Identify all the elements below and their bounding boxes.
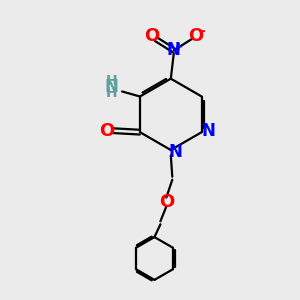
Text: N: N (168, 143, 182, 161)
Text: N: N (201, 122, 215, 140)
Text: O: O (188, 27, 204, 45)
Text: O: O (144, 27, 159, 45)
Text: H: H (106, 86, 118, 100)
Text: N: N (167, 41, 181, 59)
Text: O: O (100, 122, 115, 140)
Text: +: + (175, 43, 183, 52)
Text: O: O (159, 193, 174, 211)
Text: N: N (105, 78, 118, 96)
Text: H: H (106, 74, 118, 88)
Text: -: - (200, 24, 206, 38)
